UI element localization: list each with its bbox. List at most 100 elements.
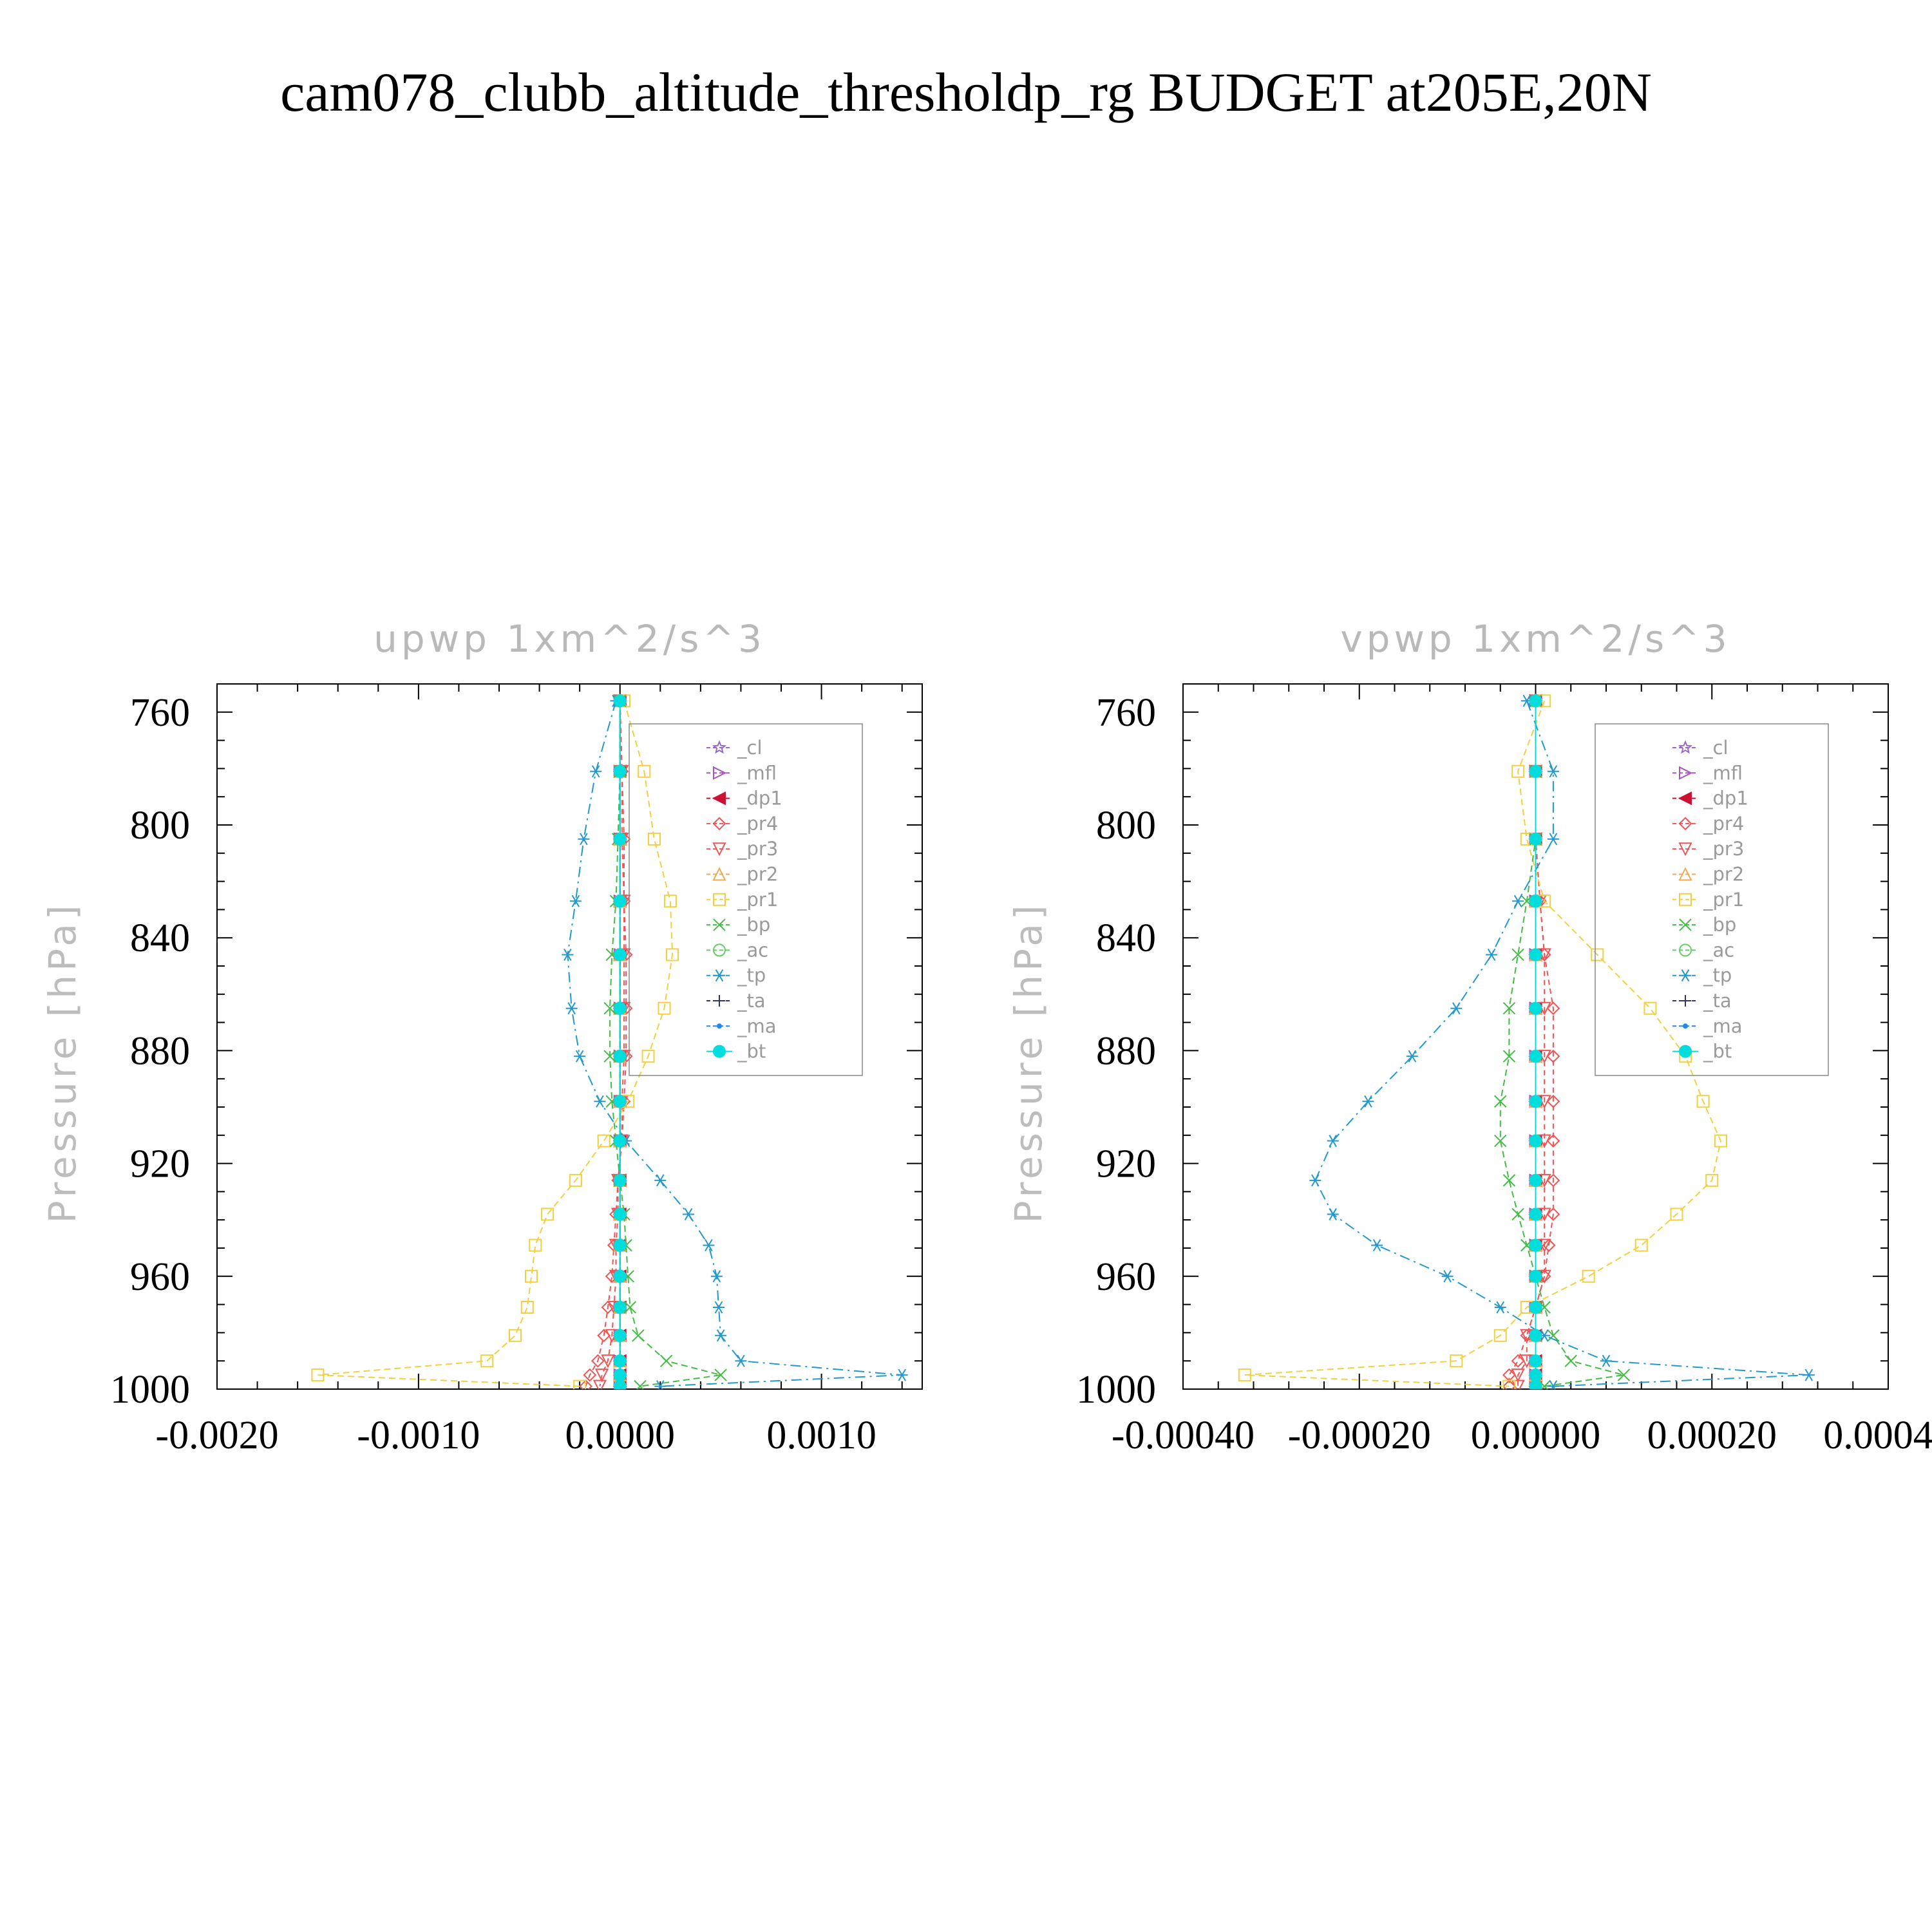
data-point_bp [659, 1354, 673, 1367]
data-point_tp [1547, 1380, 1559, 1389]
legend-label: _dp1 [737, 788, 782, 810]
legend-label: _bp [1703, 914, 1736, 936]
data-point_bp [603, 1050, 616, 1063]
data-point_bt [1529, 948, 1542, 961]
y-tick-label: 760 [130, 691, 190, 735]
data-point_bp [1502, 1174, 1516, 1187]
data-point_bt [1529, 1134, 1542, 1148]
data-point_tp [1406, 1050, 1418, 1063]
legend-label: _ac [737, 939, 768, 961]
data-point_bt [1529, 1329, 1542, 1342]
plot-frame [216, 683, 923, 1390]
data-point_tp [896, 1368, 908, 1381]
legend-marker [712, 842, 726, 857]
legend-label: _ma [1703, 1015, 1743, 1037]
data-point_tp [713, 1301, 725, 1314]
data-point_bt [613, 1329, 627, 1342]
data-point_tp [562, 948, 574, 961]
legend-label: _cl [1703, 737, 1728, 759]
legend-marker [712, 817, 726, 831]
y-tick-label: 1000 [1076, 1368, 1156, 1412]
legend-marker [1679, 766, 1693, 780]
data-point_pr4 [1546, 1001, 1560, 1016]
data-point_pr3 [594, 1368, 609, 1383]
data-point_bt [613, 1173, 627, 1187]
series-line_tp [1314, 700, 1809, 1387]
y-tick-label: 840 [1096, 916, 1156, 960]
x-tick-label: -0.00040 [1112, 1414, 1255, 1457]
data-point_bt [1529, 1269, 1542, 1283]
data-point_tp [569, 895, 582, 907]
y-tick-label: 800 [130, 804, 190, 848]
panel-upwp: upwp 1xm^2/s^3 Pressure [hPa] 760 800 840 880… [41, 617, 923, 1457]
data-point_pr3 [1511, 1368, 1525, 1383]
legend: _cl _mfl _dp1 _pr4 _pr3 _pr2 _pr1 _bp _ac _tp _ta _… [1595, 723, 1829, 1076]
y-tick-label: 840 [130, 916, 190, 960]
legend-box [629, 723, 863, 1076]
legend-marker [712, 867, 726, 881]
data-point_bt [613, 948, 627, 961]
series-group [1238, 693, 1815, 1389]
data-point_pr1 [529, 1238, 542, 1252]
y-tick-label: 960 [1096, 1255, 1156, 1299]
data-point_bt [613, 1001, 627, 1015]
data-point_pr1 [1714, 1134, 1727, 1148]
data-point_pr1 [1238, 1368, 1251, 1382]
data-point_bt [1529, 1354, 1542, 1368]
x-tick-label: 0.00040 [1823, 1414, 1932, 1457]
data-point_bt [1529, 1095, 1542, 1108]
data-point_bt [613, 694, 627, 708]
legend-marker [1683, 1023, 1688, 1029]
legend-label: _tp [737, 965, 766, 987]
legend-marker [713, 918, 726, 931]
data-point_bp [1564, 1354, 1577, 1367]
data-point_bt [613, 1379, 627, 1389]
data-point_bp [714, 1368, 727, 1381]
x-tick-label: -0.00020 [1288, 1414, 1431, 1457]
data-point_pr3 [592, 1379, 607, 1389]
legend-marker [717, 1023, 722, 1029]
data-point_pr1 [641, 1050, 655, 1063]
data-point_bt [613, 764, 627, 778]
y-tick-label: 760 [1096, 691, 1156, 735]
legend-label: _pr3 [1703, 838, 1744, 860]
legend-label: _pr4 [1703, 813, 1744, 835]
legend-marker [1678, 842, 1692, 857]
legend-label: _pr1 [737, 889, 778, 911]
data-point_bt [613, 895, 627, 908]
legend-marker [714, 995, 725, 1007]
legend-label: _tp [1703, 965, 1732, 987]
data-point_tp [578, 833, 590, 846]
data-point_bt [1529, 1368, 1542, 1382]
data-point_pr1 [658, 1001, 671, 1015]
data-point_pr1 [541, 1208, 554, 1221]
data-point_bt [613, 832, 627, 846]
data-point_tp [1450, 1002, 1463, 1015]
legend-label: _bt [737, 1041, 766, 1063]
data-point_bt [1529, 694, 1542, 708]
x-tick-label: -0.0020 [155, 1414, 278, 1457]
data-point_bt [1529, 764, 1542, 778]
legend-label: _ta [737, 990, 766, 1012]
legend-label: _ac [1703, 939, 1734, 961]
panel-title: vpwp 1xm^2/s^3 [1340, 617, 1730, 661]
x-tick-label: 0.00020 [1647, 1414, 1777, 1457]
data-point_tp [703, 1239, 715, 1252]
legend-label: _ma [737, 1015, 777, 1037]
data-point_bt [1529, 1300, 1542, 1314]
data-point_tp [1547, 833, 1559, 846]
panel-vpwp: vpwp 1xm^2/s^3 Pressure [hPa] 760 800 840 880… [1007, 617, 1932, 1457]
series-line_pr4 [1508, 701, 1554, 1387]
data-point_tp [565, 1002, 578, 1015]
data-point_bt [1529, 1208, 1542, 1221]
data-point_tp [1600, 1354, 1612, 1367]
series-group [311, 693, 908, 1389]
y-tick-label: 880 [1096, 1029, 1156, 1073]
data-point_bp [1502, 1001, 1516, 1015]
data-point_bt [613, 1050, 627, 1063]
series-line_pr1 [1244, 700, 1721, 1387]
data-point_pr1 [520, 1300, 534, 1314]
data-point_tp [654, 1380, 667, 1389]
figure-title: cam078_clubb_altitude_thresholdp_rg BUDG… [280, 61, 1652, 123]
y-tick-label: 920 [1096, 1142, 1156, 1186]
